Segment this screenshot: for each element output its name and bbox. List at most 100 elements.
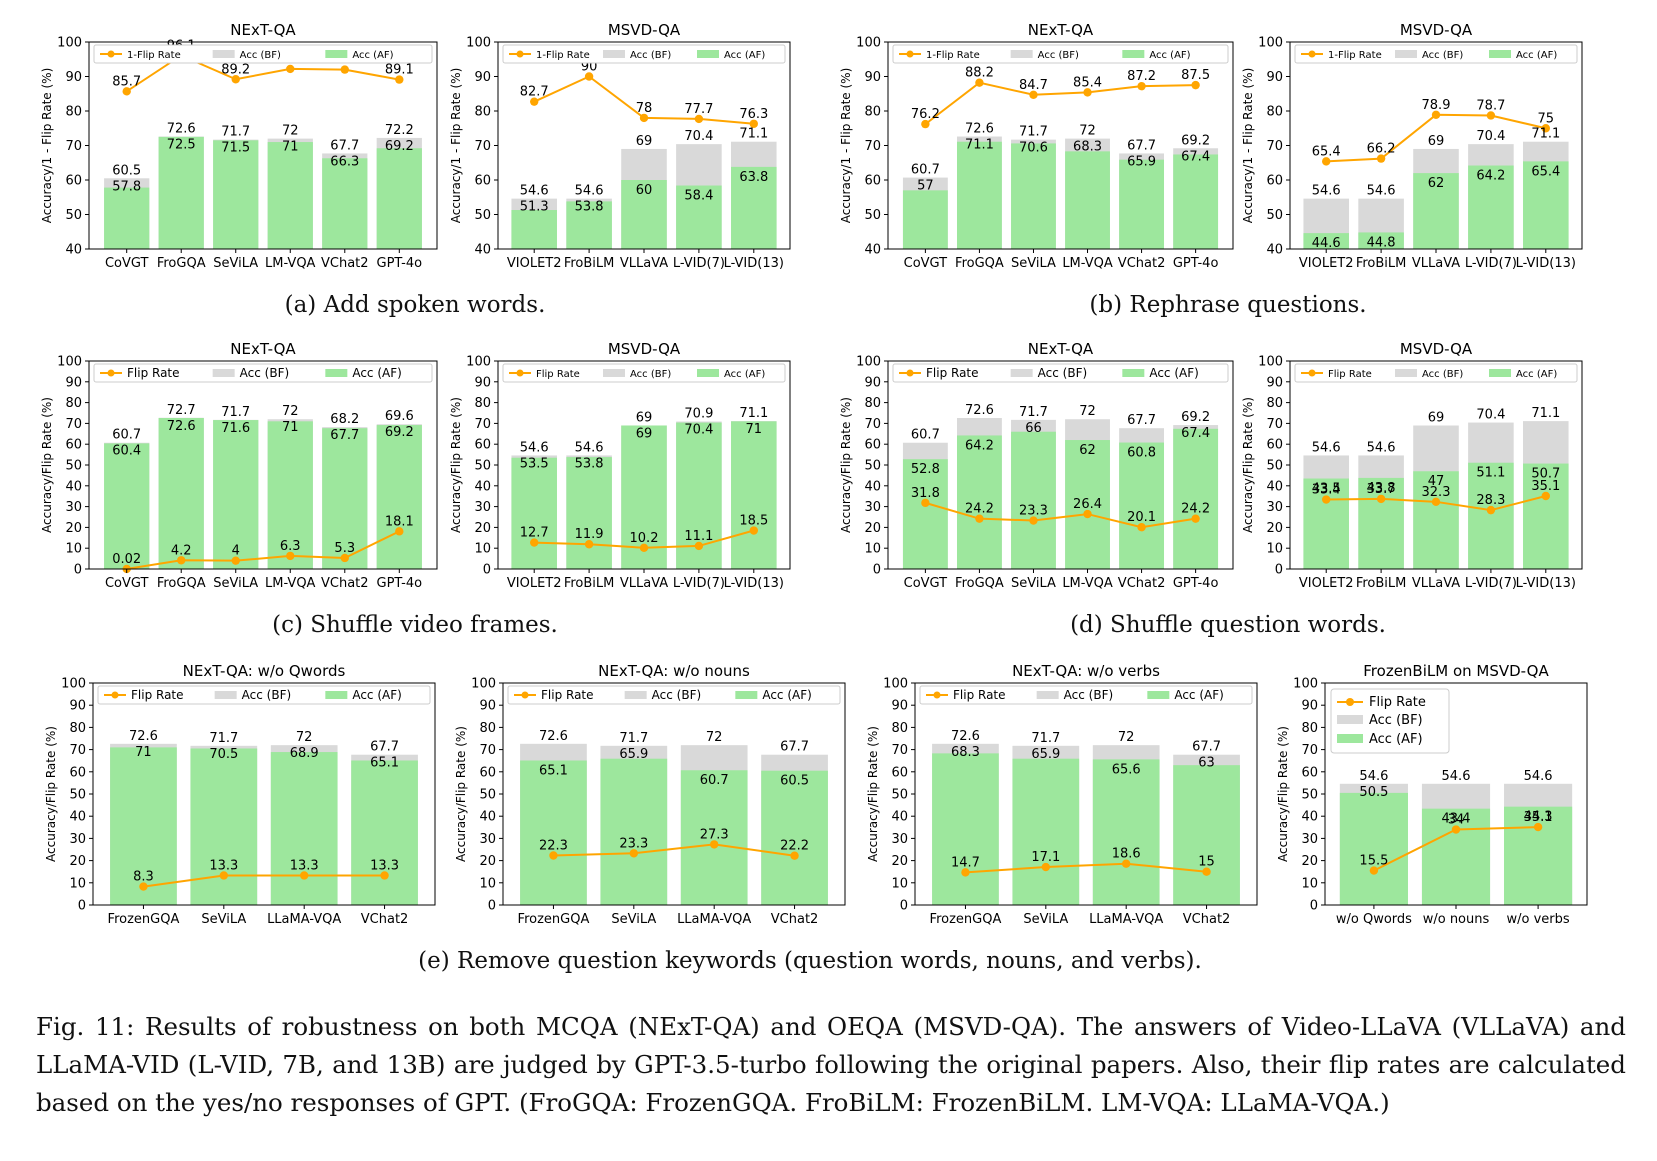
- label-flip-rate: 89.2: [221, 62, 250, 77]
- y-tick-label: 40: [474, 243, 491, 258]
- legend-af-swatch: [735, 691, 758, 699]
- bar-acc-af: [511, 457, 557, 569]
- x-tick-label: w/o verbs: [1507, 912, 1570, 927]
- legend-af-swatch: [1122, 50, 1145, 58]
- legend: Flip Rate Acc (BF) Acc (AF): [97, 685, 431, 705]
- legend-flip-label: Flip Rate: [1369, 695, 1426, 710]
- legend-bf-label: Acc (BF): [1422, 369, 1463, 380]
- chart-title: MSVD-QA: [1400, 21, 1473, 39]
- flip-rate-point: [1322, 495, 1331, 504]
- label-acc-bf: 54.6: [1367, 440, 1396, 455]
- flip-rate-point: [530, 538, 539, 547]
- label-acc-bf: 69.2: [1181, 133, 1210, 148]
- y-tick-label: 50: [69, 788, 86, 803]
- bar-acc-af: [902, 190, 948, 249]
- bar-acc-af: [761, 770, 828, 905]
- legend-flip-marker: [1308, 50, 1316, 58]
- y-axis-label: Accuracy/1 - Flip Rate (%): [839, 68, 853, 224]
- label-flip-rate: 22.2: [780, 839, 809, 854]
- legend-af-label: Acc (AF): [1149, 50, 1190, 61]
- label-acc-bf: 70.4: [1476, 129, 1505, 144]
- label-flip-rate: 65.4: [1312, 144, 1341, 159]
- legend-box: [919, 685, 1253, 705]
- legend: Flip Rate Acc (BF) Acc (AF): [919, 685, 1253, 705]
- label-flip-rate: 35.1: [1524, 810, 1553, 825]
- flip-rate-point: [1369, 866, 1379, 875]
- y-tick-label: 100: [466, 355, 491, 370]
- y-tick-label: 80: [65, 396, 82, 411]
- label-acc-af: 63.8: [739, 170, 768, 185]
- x-tick-label: L-VID(7): [673, 576, 725, 591]
- label-acc-bf: 72: [296, 730, 313, 745]
- y-tick-label: 20: [891, 854, 908, 869]
- flip-rate-point: [975, 514, 984, 523]
- sub-caption-b: (b) Rephrase questions.: [1089, 292, 1367, 318]
- y-tick-label: 60: [1301, 765, 1318, 780]
- label-flip-rate: 15: [1198, 855, 1215, 870]
- x-tick-label: FroBiLM: [564, 256, 615, 271]
- label-flip-rate: 34: [1448, 813, 1465, 828]
- label-acc-af: 69: [636, 426, 653, 441]
- x-tick-label: LM-VQA: [265, 256, 316, 271]
- y-tick-label: 60: [474, 438, 491, 453]
- flip-rate-point: [1083, 88, 1092, 97]
- y-tick-label: 0: [900, 899, 908, 914]
- sub-caption-e: (e) Remove question keywords (question w…: [418, 948, 1202, 974]
- y-tick-label: 40: [65, 479, 82, 494]
- y-tick-label: 90: [474, 375, 491, 390]
- legend-flip-marker: [107, 369, 115, 377]
- y-tick-label: 50: [474, 208, 491, 223]
- flip-rate-point: [1431, 110, 1441, 119]
- y-tick-label: 100: [1258, 355, 1283, 370]
- x-tick-label: FroGQA: [157, 576, 206, 591]
- x-tick-label: L-VID(13): [1516, 576, 1576, 591]
- label-acc-af: 58.4: [684, 189, 713, 204]
- legend-bf-label: Acc (BF): [1369, 713, 1423, 728]
- label-flip-rate: 32.3: [1422, 485, 1451, 500]
- label-flip-rate: 26.4: [1073, 497, 1102, 512]
- flip-rate-point: [395, 527, 404, 536]
- bar-acc-af: [376, 425, 422, 569]
- y-tick-label: 100: [1258, 36, 1283, 51]
- label-acc-bf: 54.6: [575, 184, 604, 199]
- y-tick-label: 30: [69, 832, 86, 847]
- bar-acc-af: [676, 185, 722, 249]
- flip-rate-point: [1486, 505, 1496, 515]
- y-tick-label: 90: [479, 699, 496, 714]
- legend-box: [502, 363, 786, 383]
- legend-af-label: Acc (AF): [352, 366, 401, 380]
- legend-flip-marker: [516, 369, 524, 377]
- label-acc-bf: 54.6: [1359, 769, 1388, 784]
- flip-rate-point: [1137, 522, 1146, 532]
- y-tick-label: 90: [474, 70, 491, 85]
- flip-rate-point: [961, 868, 970, 877]
- label-acc-af: 43.8: [1367, 481, 1396, 496]
- label-flip-rate: 78: [636, 101, 653, 116]
- label-acc-af: 66.3: [330, 154, 359, 169]
- sub-caption-c: (c) Shuffle video frames.: [272, 612, 558, 638]
- label-flip-rate: 17.1: [1031, 850, 1060, 865]
- y-tick-label: 20: [479, 854, 496, 869]
- bar-acc-af: [1065, 151, 1110, 249]
- label-flip-rate: 18.1: [385, 514, 414, 529]
- y-tick-label: 100: [61, 677, 86, 692]
- label-flip-rate: 33.7: [1367, 482, 1396, 497]
- y-tick-label: 20: [864, 521, 881, 536]
- label-acc-af: 44.3: [1524, 810, 1553, 825]
- label-flip-rate: 89.1: [385, 63, 414, 78]
- label-acc-af: 65.9: [1031, 747, 1060, 762]
- bar-acc-af: [731, 166, 777, 249]
- label-flip-rate: 87.2: [1127, 69, 1156, 84]
- label-flip-rate: 10.2: [630, 531, 659, 546]
- y-tick-label: 40: [474, 479, 491, 494]
- label-acc-af: 53.8: [575, 200, 604, 215]
- bar-acc-af: [376, 148, 422, 249]
- label-flip-rate: 27.3: [700, 827, 729, 842]
- y-tick-label: 60: [864, 438, 881, 453]
- y-tick-label: 30: [65, 500, 82, 515]
- legend-flip-label: 1-Flip Rate: [536, 50, 590, 61]
- y-tick-label: 90: [1301, 699, 1318, 714]
- x-tick-label: LM-VQA: [265, 576, 316, 591]
- label-flip-rate: 20.1: [1127, 510, 1156, 525]
- legend-flip-label: 1-Flip Rate: [926, 50, 980, 61]
